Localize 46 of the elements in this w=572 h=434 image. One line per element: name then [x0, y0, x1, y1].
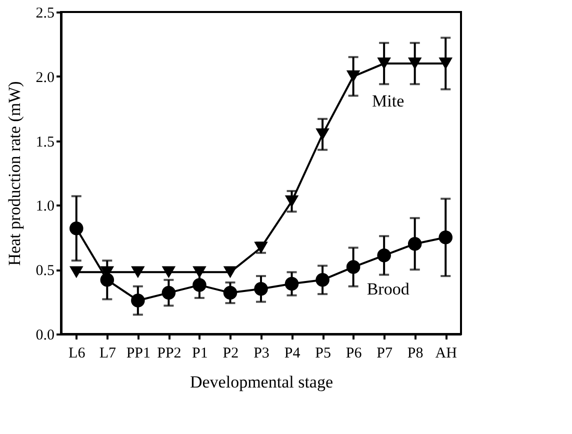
point — [131, 294, 145, 308]
x-tick-label: L7 — [99, 346, 116, 362]
x-tick-label: L6 — [68, 346, 86, 362]
y-tick-label: 0.0 — [36, 328, 54, 344]
x-tick-label: P3 — [254, 346, 270, 362]
series-label: Mite — [372, 92, 404, 111]
x-tick-label: P8 — [407, 346, 424, 362]
series-label: Brood — [366, 279, 410, 298]
y-tick-label: 2.0 — [36, 70, 54, 86]
point — [223, 266, 238, 278]
point — [192, 278, 206, 292]
x-tick-label: P2 — [222, 346, 239, 362]
point — [408, 58, 422, 70]
point — [346, 260, 360, 274]
x-tick-label: P7 — [376, 346, 393, 362]
point — [69, 266, 84, 278]
y-tick-label: 1.0 — [36, 198, 54, 215]
x-axis-title: Developmental stage — [190, 372, 334, 392]
point — [346, 70, 360, 82]
point — [162, 286, 176, 300]
x-tick-label: PP2 — [157, 346, 182, 362]
point — [438, 58, 453, 70]
x-tick-label: P5 — [315, 346, 331, 362]
point — [284, 276, 299, 291]
point — [316, 273, 330, 287]
point — [438, 230, 453, 244]
y-tick-label: 2.5 — [36, 6, 54, 22]
point — [284, 195, 299, 208]
point — [377, 58, 391, 70]
x-tick-label: P4 — [284, 346, 301, 362]
point — [408, 236, 422, 251]
point — [377, 248, 391, 262]
point — [162, 266, 176, 278]
x-tick-label: P6 — [346, 346, 362, 362]
point — [316, 128, 330, 140]
y-tick-label: 0.5 — [36, 263, 54, 280]
y-axis-title: Heat production rate (mW) — [4, 81, 24, 266]
point — [69, 222, 84, 236]
x-tick-label: PP1 — [126, 346, 151, 362]
x-tick-label: P1 — [192, 346, 208, 362]
y-tick-label: 1.5 — [36, 134, 54, 150]
point — [100, 273, 114, 287]
point — [131, 266, 145, 278]
x-tick-label: AH — [435, 346, 458, 362]
point — [254, 282, 268, 296]
point — [223, 286, 238, 300]
